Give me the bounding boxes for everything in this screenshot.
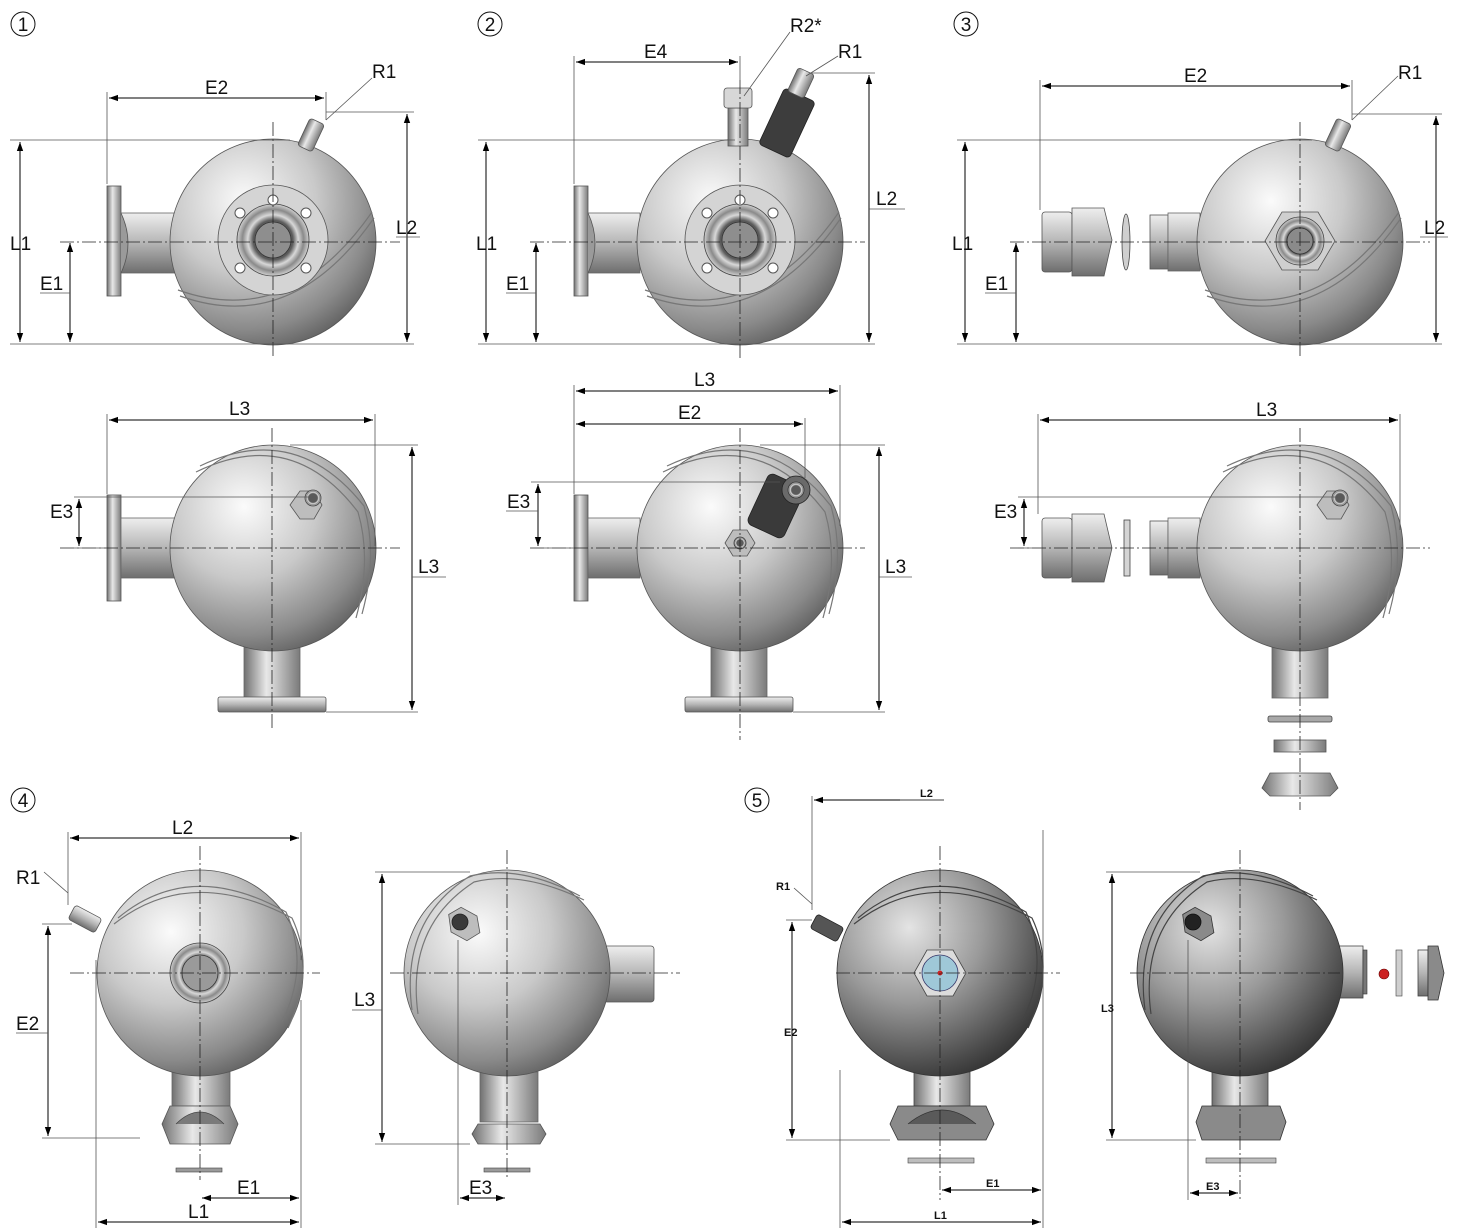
svg-text:E1: E1: [986, 1178, 999, 1190]
svg-text:L1: L1: [476, 234, 497, 255]
figure-number-5: 5: [744, 787, 770, 813]
svg-text:2: 2: [485, 15, 496, 36]
fig3-side-dimensions: L3 E3: [994, 400, 1401, 549]
fig3-side-view: [1010, 428, 1430, 810]
fig2-side-view: [530, 428, 865, 740]
svg-text:R1: R1: [372, 62, 396, 83]
svg-text:E2: E2: [784, 1027, 797, 1039]
svg-text:L3: L3: [229, 399, 250, 420]
fig4-front-dimensions: L2 E2 R1 E1 L1: [16, 818, 302, 1228]
svg-text:E1: E1: [237, 1178, 260, 1199]
svg-text:L3: L3: [1101, 1003, 1114, 1015]
fig1-side-view: [60, 428, 400, 730]
svg-text:E1: E1: [985, 274, 1008, 295]
svg-text:L2: L2: [1424, 218, 1445, 239]
svg-text:R1: R1: [776, 881, 790, 893]
svg-text:E2: E2: [1184, 66, 1207, 87]
svg-text:R1: R1: [1398, 63, 1422, 84]
svg-text:L2: L2: [172, 818, 193, 839]
fig4-front-view: [68, 846, 320, 1180]
fig5-side-dimensions: L3 E3: [1101, 871, 1238, 1200]
fig1-side-dimensions: L3 L3 E3: [50, 399, 446, 713]
svg-text:E3: E3: [469, 1178, 492, 1199]
svg-text:E4: E4: [644, 42, 668, 63]
figure-number-4: 4: [10, 787, 36, 813]
svg-text:L3: L3: [694, 370, 715, 391]
svg-text:L2: L2: [920, 788, 933, 800]
svg-text:L2: L2: [396, 218, 417, 239]
fig5-front-dimensions: L2 E2 R1 E1 L1: [776, 788, 1044, 1228]
svg-text:R2*: R2*: [790, 16, 822, 37]
svg-text:R1: R1: [838, 42, 862, 63]
svg-text:L1: L1: [952, 234, 973, 255]
svg-text:L3: L3: [418, 557, 439, 578]
svg-text:5: 5: [752, 791, 763, 812]
figure-number-1: 1: [10, 11, 36, 37]
fig5-side-view: [1130, 850, 1445, 1200]
figure-number-2: 2: [477, 11, 503, 37]
svg-text:L3: L3: [1256, 400, 1277, 421]
svg-text:L1: L1: [10, 234, 31, 255]
svg-text:E2: E2: [205, 78, 228, 99]
fig3-front-view: [1010, 118, 1430, 358]
svg-text:1: 1: [18, 15, 29, 36]
fig5-front-view: [810, 846, 1060, 1200]
svg-text:E3: E3: [994, 502, 1017, 523]
fig4-side-dimensions: L3 E3: [352, 871, 505, 1205]
fig1-front-dimensions: L1 E1 E2 L2 R1: [10, 62, 420, 345]
figure-number-3: 3: [953, 11, 979, 37]
svg-text:E2: E2: [16, 1014, 39, 1035]
svg-text:R1: R1: [16, 868, 40, 889]
svg-text:L3: L3: [354, 990, 375, 1011]
svg-text:4: 4: [18, 791, 29, 812]
svg-text:E3: E3: [507, 492, 530, 513]
fig2-front-view: [530, 68, 865, 358]
svg-text:E1: E1: [40, 274, 63, 295]
svg-text:L3: L3: [885, 557, 906, 578]
svg-text:3: 3: [961, 15, 972, 36]
svg-text:L2: L2: [876, 189, 897, 210]
svg-text:L1: L1: [934, 1210, 947, 1222]
fig2-front-dimensions: L1 E1 E4 L2 R2* R1: [476, 16, 905, 345]
svg-text:L1: L1: [188, 1202, 209, 1223]
fig3-front-dimensions: L1 E1 E2 L2 R1: [952, 63, 1448, 345]
svg-text:E3: E3: [1206, 1181, 1219, 1193]
svg-text:E1: E1: [506, 274, 529, 295]
svg-text:E3: E3: [50, 502, 73, 523]
fig1-front-view: [60, 118, 400, 358]
fig2-side-dimensions: L3 E2 L3 E3: [506, 370, 912, 713]
fig4-side-view: [390, 850, 680, 1180]
svg-text:E2: E2: [678, 403, 701, 424]
